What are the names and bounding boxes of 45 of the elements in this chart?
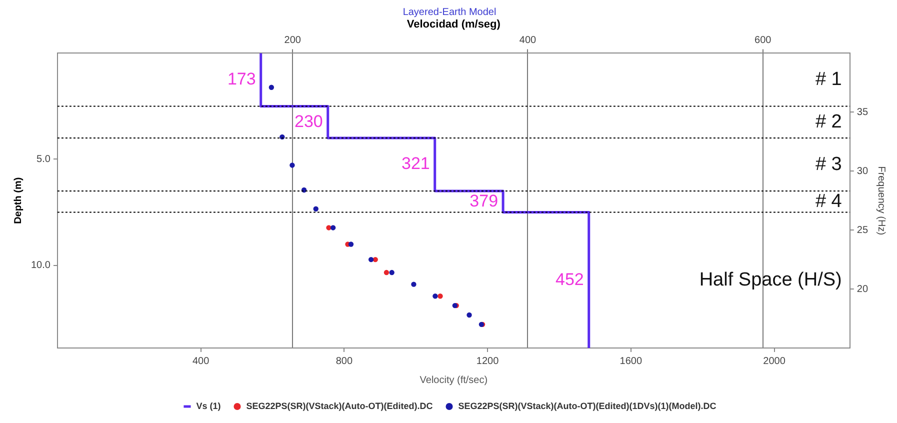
point xyxy=(313,206,318,212)
x-tick-label: 800 xyxy=(336,356,353,367)
x-tick-label: 400 xyxy=(192,356,210,367)
y2-tick-label: 20 xyxy=(856,284,868,295)
annotation: 379 xyxy=(470,191,498,210)
x2-tick-label: 400 xyxy=(519,34,537,46)
chart-title: Layered-Earth Model xyxy=(402,6,496,18)
legend-label: SEG22PS(SR)(VStack)(Auto-OT)(Edited)(1DVs)(1)(Model).DC xyxy=(458,400,717,411)
annotation: 173 xyxy=(227,69,256,88)
x2-tick-label: 200 xyxy=(284,34,302,46)
point xyxy=(432,294,438,299)
annotation: # 1 xyxy=(815,68,842,90)
x2-axis-title: Velocidad (m/seg) xyxy=(406,18,501,31)
annotation: # 3 xyxy=(815,154,842,175)
point xyxy=(290,162,295,168)
x-axis-title: Velocity (ft/sec) xyxy=(420,374,488,386)
annotation: 321 xyxy=(401,154,430,174)
point xyxy=(411,282,416,287)
y2-axis-title: Frequency (Hz) xyxy=(875,166,886,236)
x-tick-label: 2000 xyxy=(763,356,786,367)
annotation: # 2 xyxy=(815,111,842,132)
y2-tick-label: 35 xyxy=(856,106,868,118)
x2-tick-label: 600 xyxy=(754,34,772,46)
legend-label: Vs (1) xyxy=(196,400,221,411)
point xyxy=(326,225,332,230)
point xyxy=(384,270,390,276)
point xyxy=(438,294,443,299)
point xyxy=(466,312,472,318)
y-tick-label: 10.0 xyxy=(30,260,51,272)
point xyxy=(268,84,274,90)
annotation: 230 xyxy=(294,112,323,131)
annotation: 452 xyxy=(556,270,584,289)
point xyxy=(368,256,374,262)
legend-label: SEG22PS(SR)(VStack)(Auto-OT)(Edited).DC xyxy=(246,400,434,411)
x-tick-label: 1600 xyxy=(620,356,642,367)
point xyxy=(330,225,336,230)
y-tick-label: 5.0 xyxy=(36,154,51,165)
point xyxy=(348,242,354,247)
point xyxy=(372,256,378,262)
x-tick-label: 1200 xyxy=(476,356,500,367)
annotation: # 4 xyxy=(815,190,842,212)
y-axis-title: Depth (m) xyxy=(12,177,24,224)
y2-tick-label: 30 xyxy=(856,166,868,177)
point xyxy=(389,270,394,276)
y2-tick-label: 25 xyxy=(856,224,868,236)
